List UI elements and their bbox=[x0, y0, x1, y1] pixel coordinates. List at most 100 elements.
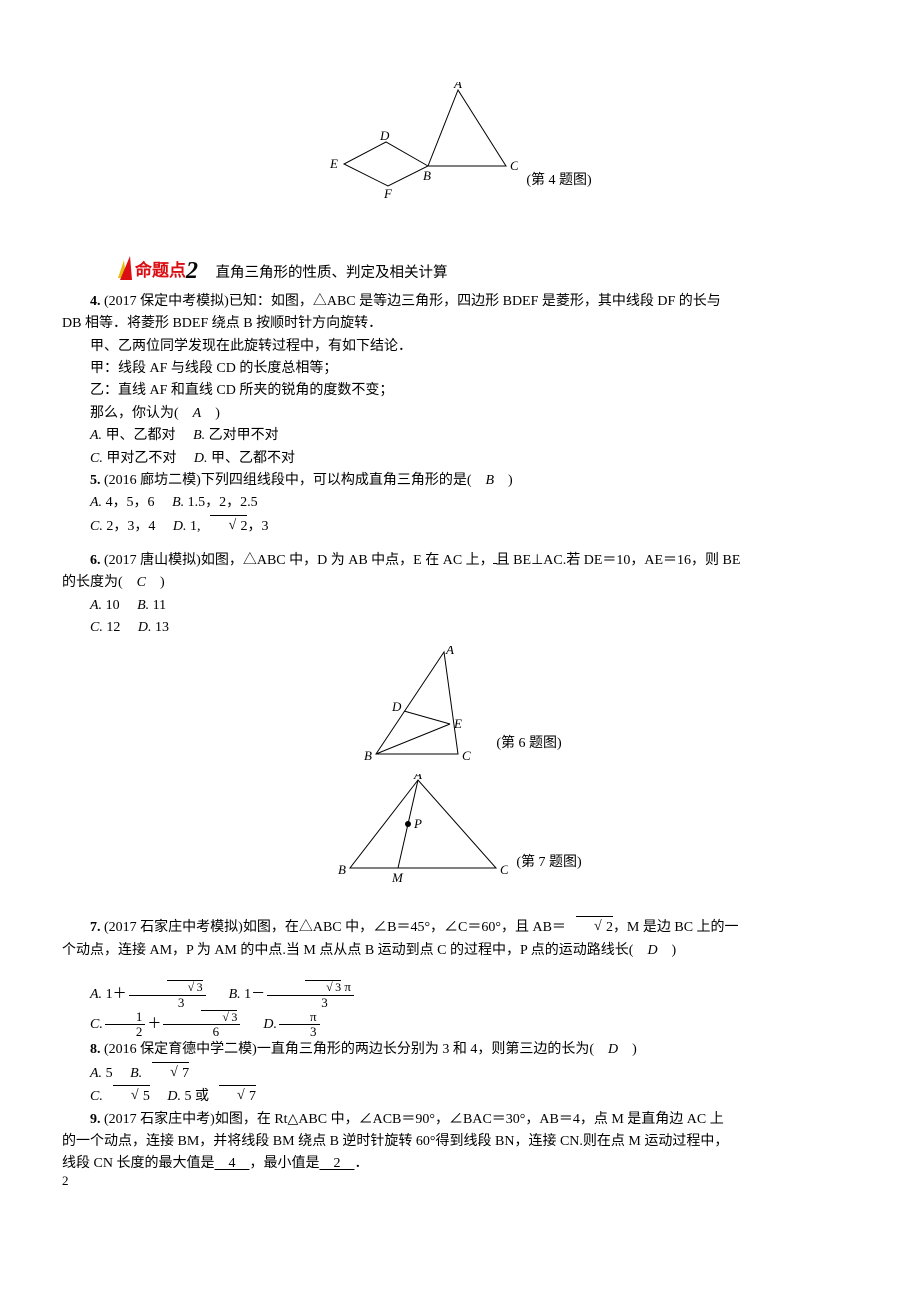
q4-options-cd: C. 甲对乙不对 D. 甲、乙都不对 bbox=[62, 448, 858, 470]
q4-answer: A bbox=[193, 406, 202, 421]
q4-line6: 那么，你认为( A ) bbox=[62, 403, 858, 425]
q5-optC: 2，3，4 bbox=[106, 519, 155, 534]
q4-number: 4. bbox=[90, 294, 101, 309]
f6-C: C bbox=[462, 748, 471, 763]
q7-number: 7. bbox=[90, 920, 101, 935]
q9-stem3c: ． bbox=[354, 1156, 368, 1171]
q6-stem2b: ) bbox=[146, 575, 165, 590]
q6-options-cd: C. 12 D. 13 bbox=[62, 617, 858, 639]
topic-number: 2 bbox=[185, 258, 198, 282]
f7-A: A bbox=[413, 774, 422, 782]
q6-optB: 11 bbox=[153, 598, 166, 613]
f6-D: D bbox=[391, 699, 402, 714]
q4-source: (2017 保定中考模拟) bbox=[104, 294, 229, 309]
vertex-B: B bbox=[423, 168, 431, 183]
q6-line2: 的长度为( C ) bbox=[62, 572, 858, 594]
q5-optA: 4，5，6 bbox=[106, 495, 155, 510]
page-number: 2 bbox=[62, 1171, 69, 1192]
q7-optA-prefix: 1＋ bbox=[106, 987, 127, 1002]
q5-optD-prefix: 1, bbox=[190, 519, 201, 534]
q4-line6a: 那么，你认为( bbox=[90, 406, 193, 421]
q8-options-ab: A. 5 B.7 bbox=[62, 1062, 858, 1085]
q7-line2: 个动点，连接 AM，P 为 AM 的中点.当 M 点从点 B 运动到点 C 的过… bbox=[62, 940, 858, 962]
q8-optD-prefix: 5 或 bbox=[184, 1089, 209, 1104]
q7-stem1: 如图，在△ABC 中，∠B＝45°，∠C＝60°，且 AB＝ bbox=[243, 920, 566, 935]
vertex-C: C bbox=[510, 158, 518, 173]
q9-line2: 的一个动点，连接 BM，并将线段 BM 绕点 B 逆时针旋转 60°得到线段 B… bbox=[62, 1131, 858, 1153]
f7-M: M bbox=[391, 870, 404, 884]
vertex-F: F bbox=[383, 186, 393, 201]
f7-C: C bbox=[500, 862, 508, 877]
q4-line2: DB 相等．将菱形 BDEF 绕点 B 按顺时针方向旋转． bbox=[62, 313, 858, 335]
q4-stem1: 已知：如图，△ABC 是等边三角形，四边形 BDEF 是菱形，其中线段 DF 的… bbox=[229, 294, 721, 309]
q5-stem-text: 下列四组线段中，可以构成直角三角形的是( bbox=[201, 473, 486, 488]
q9-line1: 9. (2017 石家庄中考)如图，在 Rt△ABC 中，∠ACB＝90°，∠B… bbox=[62, 1109, 858, 1131]
vertex-A: A bbox=[453, 82, 462, 91]
q6-optC: 12 bbox=[106, 620, 120, 635]
f6-A: A bbox=[445, 646, 454, 657]
q4-options-ab: A. 甲、乙都对 B. 乙对甲不对 bbox=[62, 425, 858, 447]
q5-stem-b: ) bbox=[494, 473, 513, 488]
q7-options-ab: A. 1＋33 B. 1－3 π3 bbox=[62, 980, 858, 1010]
section-title: 直角三角形的性质、判定及相关计算 bbox=[216, 265, 448, 281]
q4-optD: 甲、乙都不对 bbox=[211, 451, 295, 466]
q9-number: 9. bbox=[90, 1112, 101, 1127]
triangle-moving-point-diagram: A B C M P bbox=[338, 774, 508, 884]
q7-optB-prefix: 1－ bbox=[244, 987, 265, 1002]
section-header: 命题点 2 直角三角形的性质、判定及相关计算 bbox=[62, 256, 858, 290]
q6-optA: 10 bbox=[106, 598, 120, 613]
q7-optC-mid: ＋ bbox=[147, 1017, 161, 1032]
q8-stem: 8. (2016 保定育德中学二模)一直角三角形的两边长分别为 3 和 4，则第… bbox=[62, 1039, 858, 1061]
figure-7-inline: A B C M P (第 7 题图) bbox=[338, 774, 581, 884]
topic-prefix: 命题点 bbox=[134, 260, 186, 280]
q4-line4: 甲：线段 AF 与线段 CD 的长度总相等； bbox=[62, 358, 858, 380]
q5-options-ab: A. 4，5，6 B. 1.5，2，2.5 bbox=[62, 492, 858, 514]
q6-optD: 13 bbox=[155, 620, 169, 635]
q6-source: (2017 唐山模拟) bbox=[104, 553, 201, 568]
q6-stem1b: 且 BE⊥AC.若 DE＝10，AE＝16，则 BE bbox=[496, 553, 741, 568]
q8-options-cd: C.5 D. 5 或7 bbox=[62, 1085, 858, 1108]
vertex-E: E bbox=[329, 156, 338, 171]
triangle-median-diagram: A B C D E bbox=[358, 646, 488, 766]
q8-optD-sqrt: 7 bbox=[219, 1085, 256, 1108]
q7-source: (2017 石家庄中考模拟) bbox=[104, 920, 243, 935]
q4-line3: 甲、乙两位同学发现在此旋转过程中，有如下结论． bbox=[62, 336, 858, 358]
figure-4-inline: A B C D E F (第 4 题图) bbox=[328, 82, 591, 202]
figure-7-caption: (第 7 题图) bbox=[516, 852, 581, 884]
triangle-rhombus-diagram: A B C D E F bbox=[328, 82, 518, 202]
f6-E: E bbox=[453, 716, 462, 731]
q7-line1: 7. (2017 石家庄中考模拟)如图，在△ABC 中，∠B＝45°，∠C＝60… bbox=[62, 916, 858, 939]
q4-line5: 乙：直线 AF 和直线 CD 所夹的锐角的度数不变； bbox=[62, 380, 858, 402]
q5-answer: B bbox=[486, 473, 495, 488]
q9-stem1: 如图，在 Rt△ABC 中，∠ACB＝90°，∠BAC＝30°，AB＝4，点 M… bbox=[215, 1112, 724, 1127]
q8-number: 8. bbox=[90, 1042, 101, 1057]
q5-optD-sqrt: 2 bbox=[210, 515, 247, 538]
q7-sqrt2: 2 bbox=[576, 916, 613, 939]
q5-source: (2016 廊坊二模) bbox=[104, 473, 201, 488]
q7-optC-frac2: 36 bbox=[163, 1010, 240, 1040]
q8-optA: 5 bbox=[106, 1066, 113, 1081]
figure-4-block: A B C D E F (第 4 题图) bbox=[62, 82, 858, 210]
q6-answer: C bbox=[137, 575, 146, 590]
q4-line1: 4. (2017 保定中考模拟)已知：如图，△ABC 是等边三角形，四边形 BD… bbox=[62, 291, 858, 313]
q8-stem-text: 一直角三角形的两边长分别为 3 和 4，则第三边的长为( bbox=[257, 1042, 608, 1057]
q5-stem: 5. (2016 廊坊二模)下列四组线段中，可以构成直角三角形的是( B ) bbox=[62, 470, 858, 492]
q7-options-cd: C.12＋36 D.π3 bbox=[62, 1010, 858, 1040]
q7-optD-frac: π3 bbox=[279, 1010, 320, 1040]
q9-ans-min: 2 bbox=[319, 1156, 354, 1171]
q9-stem3a: 线段 CN 长度的最大值是 bbox=[62, 1156, 214, 1171]
f7-B: B bbox=[338, 862, 346, 877]
q9-stem3b: ，最小值是 bbox=[249, 1156, 319, 1171]
q7-stem1b: ，M 是边 BC 上的一 bbox=[613, 920, 739, 935]
q6-stem2: 的长度为( bbox=[62, 575, 137, 590]
q4-optB: 乙对甲不对 bbox=[209, 428, 279, 443]
q5-number: 5. bbox=[90, 473, 101, 488]
q4-line6b: ) bbox=[201, 406, 220, 421]
q9-line3: 线段 CN 长度的最大值是 4 ，最小值是 2 ． bbox=[62, 1153, 858, 1175]
q7-optA-frac: 33 bbox=[129, 980, 206, 1010]
q6-number: 6. bbox=[90, 553, 101, 568]
q7-stem2: 个动点，连接 AM，P 为 AM 的中点.当 M 点从点 B 运动到点 C 的过… bbox=[62, 943, 647, 958]
f6-B: B bbox=[364, 748, 372, 763]
q7-answer: D bbox=[647, 943, 657, 958]
q8-optC-sqrt: 5 bbox=[113, 1085, 150, 1108]
